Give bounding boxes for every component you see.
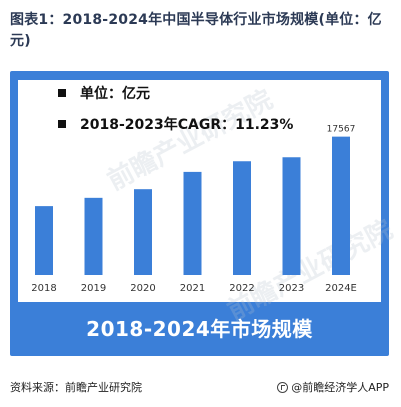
legend-unit-text: 单位：亿元 xyxy=(80,86,150,102)
bar-2023 xyxy=(282,157,301,275)
x-tick-label: 2018 xyxy=(31,283,56,294)
qianzhan-logo-icon xyxy=(277,381,289,393)
source-note: 资料来源：前瞻产业研究院 xyxy=(10,381,142,394)
x-tick-label: 2021 xyxy=(180,283,205,294)
x-tick-label: 2020 xyxy=(130,283,155,294)
credit-note: @前瞻经济学人APP xyxy=(277,379,389,395)
legend-cagr-text: 2018-2023年CAGR：11.23% xyxy=(80,117,294,133)
figure-title: 图表1：2018-2024年中国半导体行业市场规模(单位：亿元) xyxy=(10,12,382,49)
legend-bullet-square xyxy=(58,89,66,97)
x-tick-label: 2023 xyxy=(279,283,304,294)
x-tick-label: 2024E xyxy=(325,283,357,294)
x-tick-label: 2022 xyxy=(229,283,254,294)
bar-2022 xyxy=(233,161,251,275)
banner-title: 2018-2024年市场规模 xyxy=(86,316,313,341)
bar-2019 xyxy=(84,197,103,275)
bar-2021 xyxy=(183,171,202,275)
x-tick-label: 2019 xyxy=(81,283,106,294)
chart-panel: 前瞻产业研究院 前瞻产业研究院 单位：亿元 2018-2023年CAGR：11.… xyxy=(18,80,398,327)
bar-2018 xyxy=(35,206,53,275)
bar-chart: 2018 2019 2020 2021 2022 2023 2024E 17567 xyxy=(31,125,357,294)
legend-bullet-square xyxy=(58,120,66,128)
bar-2020 xyxy=(134,189,152,275)
legend-cagr: 2018-2023年CAGR：11.23% xyxy=(58,114,293,134)
bar-2024E xyxy=(332,136,350,275)
credit-text: @前瞻经济学人APP xyxy=(291,381,389,394)
legend-unit: 单位：亿元 xyxy=(58,83,150,103)
data-label: 17567 xyxy=(327,125,356,135)
